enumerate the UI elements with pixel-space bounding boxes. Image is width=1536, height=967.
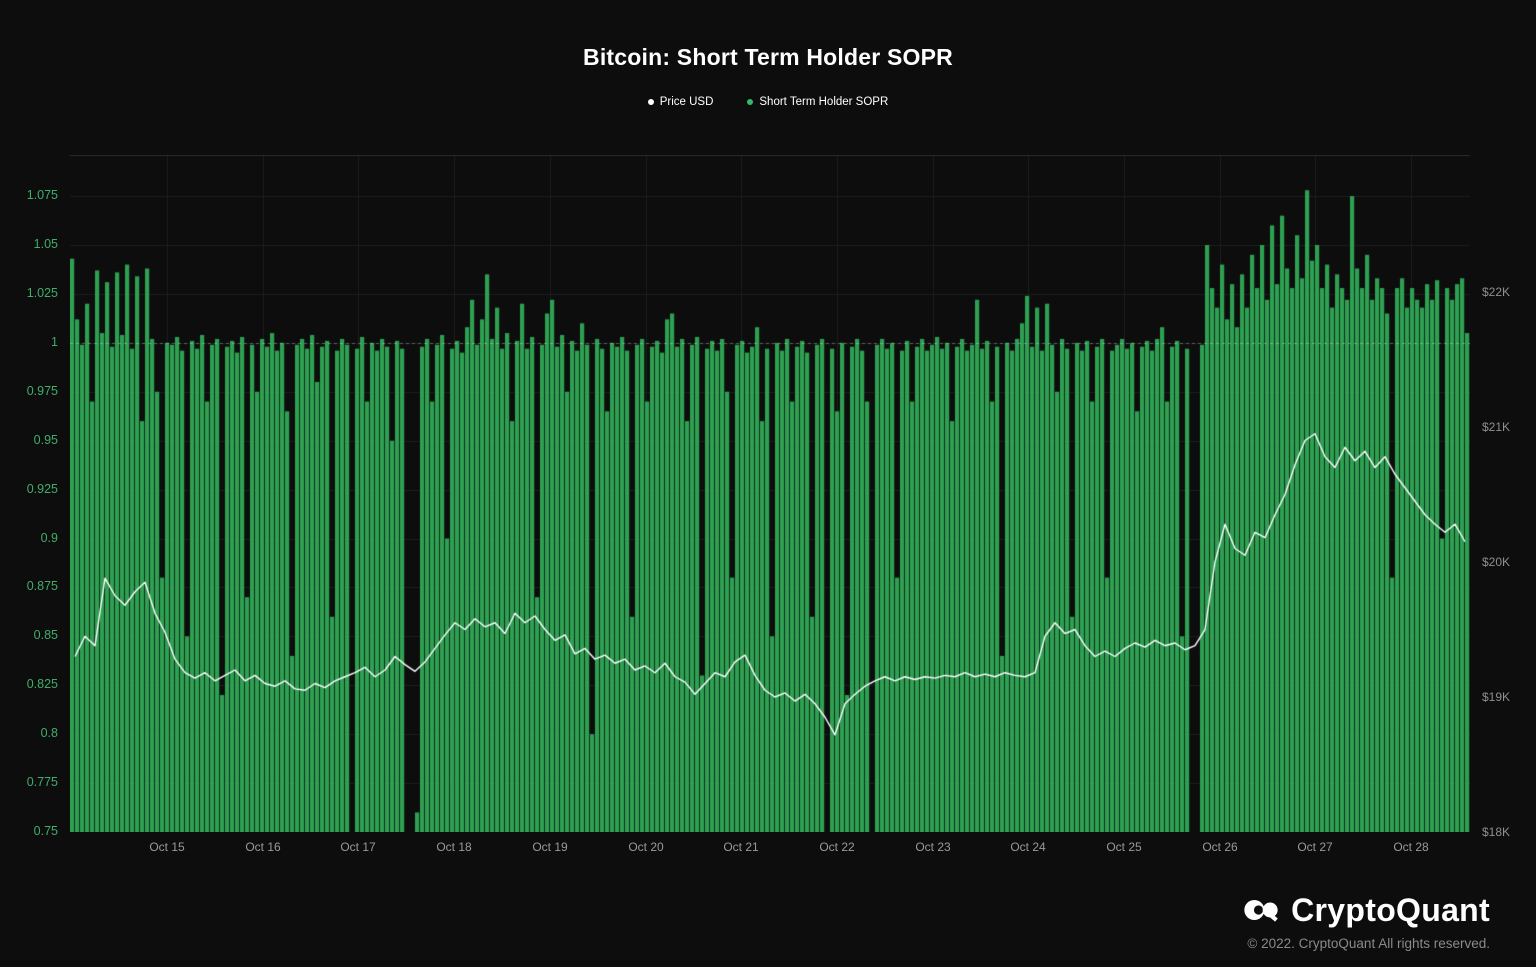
brand-row: CryptoQuant [1241, 890, 1490, 930]
y-axis-left-tick-label: 0.9 [40, 530, 58, 545]
y-axis-left-tick-label: 1 [51, 334, 58, 349]
copyright-text: © 2022. CryptoQuant All rights reserved. [1247, 936, 1490, 951]
x-axis-tick-label: Oct 16 [245, 840, 281, 854]
x-axis-tick-label: Oct 20 [628, 840, 664, 854]
y-axis-left-tick-label: 0.925 [26, 481, 58, 496]
x-axis-tick-label: Oct 18 [436, 840, 472, 854]
y-axis-left-tick-label: 0.825 [26, 677, 58, 692]
sopr-price-chart-canvas[interactable] [70, 155, 1470, 832]
legend-item-sth-sopr[interactable]: Short Term Holder SOPR [747, 96, 888, 108]
y-axis-right-tick-label: $21K [1482, 420, 1511, 434]
y-axis-left-tick-label: 0.8 [40, 726, 58, 741]
chart-plot-area[interactable] [70, 155, 1470, 832]
legend: Price USD Short Term Holder SOPR [0, 96, 1536, 108]
y-axis-right-tick-label: $20K [1482, 555, 1511, 569]
x-axis-tick-label: Oct 28 [1393, 840, 1429, 854]
cryptoquant-watermark: CryptoQuant © 2022. CryptoQuant All righ… [1241, 890, 1490, 951]
x-axis-tick-label: Oct 21 [723, 840, 759, 854]
x-axis-tick-label: Oct 17 [340, 840, 376, 854]
y-axis-right-tick-label: $22K [1482, 285, 1511, 300]
price-usd-legend-dot-icon [647, 99, 654, 105]
x-axis-tick-label: Oct 25 [1106, 840, 1142, 854]
x-axis-tick-label: Oct 24 [1010, 840, 1046, 854]
y-axis-right-tick-label: $19K [1482, 690, 1511, 704]
y-axis-left-tick-label: 0.775 [26, 775, 58, 790]
x-axis-tick-label: Oct 26 [1202, 840, 1238, 854]
y-axis-left-tick-label: 1.075 [26, 188, 58, 203]
y-axis-right-tick-label: $18K [1482, 825, 1511, 839]
x-axis-tick-label: Oct 27 [1297, 840, 1333, 854]
x-axis-tick-label: Oct 23 [915, 840, 951, 854]
cryptoquant-logo-icon [1244, 900, 1278, 922]
y-axis-left-tick-label: 1.05 [33, 237, 58, 251]
brand-name: CryptoQuant [1291, 891, 1490, 928]
x-axis-tick-label: Oct 19 [532, 840, 568, 854]
y-axis-left-tick-label: 0.95 [33, 432, 58, 447]
legend-item-price-usd[interactable]: Price USD [647, 96, 714, 108]
legend-label-sth-sopr: Short Term Holder SOPR [759, 96, 889, 108]
y-axis-left-tick-label: 0.875 [26, 579, 58, 594]
y-axis-left-tick-label: 1.025 [26, 285, 58, 300]
x-axis-tick-label: Oct 15 [149, 840, 185, 854]
y-axis-left-tick-label: 0.75 [33, 824, 58, 838]
x-axis-tick-label: Oct 22 [819, 840, 855, 854]
y-axis-left-tick-label: 0.975 [26, 383, 58, 398]
page-title: Bitcoin: Short Term Holder SOPR [583, 44, 953, 70]
legend-label-price-usd: Price USD [659, 96, 714, 108]
y-axis-left-tick-label: 0.85 [33, 628, 58, 643]
sopr-legend-dot-icon [747, 99, 754, 105]
